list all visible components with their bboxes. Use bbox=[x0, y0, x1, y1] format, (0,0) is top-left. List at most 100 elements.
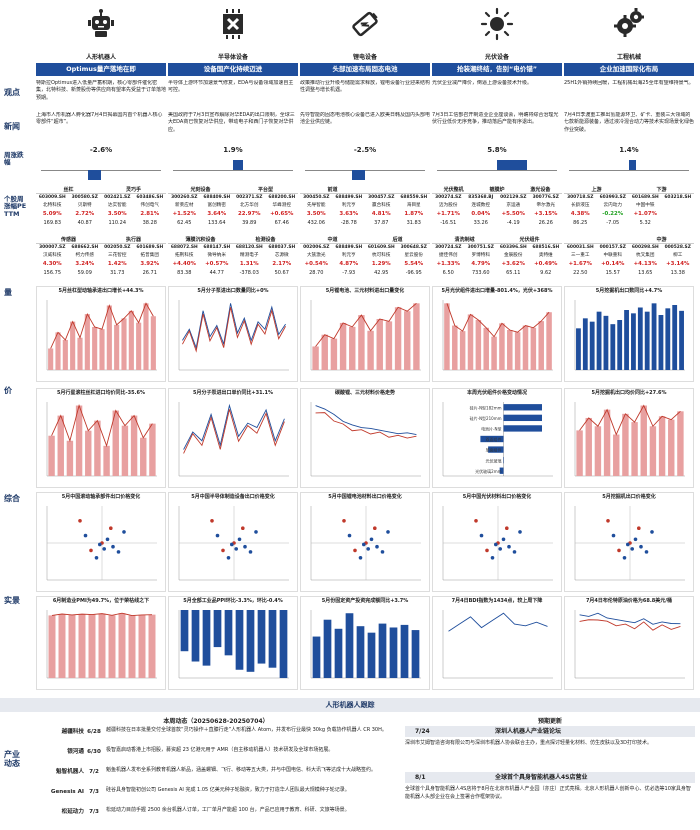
volume-chart: 5月挖掘机出口数同比+4.7% bbox=[564, 286, 694, 382]
stock-name[interactable]: 富创精密 bbox=[207, 203, 226, 208]
bar bbox=[522, 325, 529, 370]
stock-name[interactable] bbox=[662, 202, 694, 210]
stock-name[interactable]: 柳工 bbox=[673, 253, 683, 258]
stock-code[interactable]: 000157.SZ bbox=[599, 245, 626, 250]
stock-name[interactable]: 京运通 bbox=[506, 203, 521, 208]
stock-name[interactable]: 迈为股份 bbox=[439, 203, 458, 208]
stock-code[interactable]: 688499.SH bbox=[335, 245, 363, 250]
stock-code[interactable]: 688559.SH bbox=[400, 195, 428, 200]
stock-code[interactable]: 688516.SH bbox=[532, 245, 560, 250]
stock-name[interactable]: 奥特维 bbox=[538, 253, 553, 258]
bar bbox=[613, 434, 620, 476]
preview-event-title[interactable]: 深圳人机器人产业链论坛 bbox=[495, 728, 562, 735]
stock-name[interactable]: 华峰测控 bbox=[272, 203, 291, 208]
stock-name[interactable]: 云内动力 bbox=[603, 203, 622, 208]
stock-code[interactable]: 300724.SZ bbox=[435, 245, 462, 250]
stock-name[interactable]: 拓普集团 bbox=[140, 253, 159, 258]
stock-code[interactable]: 300751.SZ bbox=[467, 245, 494, 250]
stock-name[interactable]: 精测电子 bbox=[240, 253, 259, 258]
stock-code[interactable]: 600031.SH bbox=[566, 245, 594, 250]
stock-name[interactable]: 罗博特科 bbox=[471, 253, 490, 258]
stock-name[interactable]: 海目星 bbox=[406, 203, 421, 208]
dynamics-company[interactable]: 银河通 bbox=[67, 749, 84, 755]
stock-code[interactable]: 300457.SZ bbox=[368, 195, 395, 200]
dynamics-company[interactable]: 松延动力 bbox=[61, 809, 84, 815]
stock-name[interactable]: 达实智能 bbox=[108, 203, 127, 208]
dynamics-company[interactable]: 魁智机器人 bbox=[56, 769, 84, 775]
sector-column: 光伏设备 抢装潮终结，告别“电价锚” 光伏企业减产降价，倒逼上游设备技术升级。 7月3… bbox=[432, 0, 562, 690]
stock-code[interactable]: 601689.SH bbox=[631, 195, 659, 200]
stock-code[interactable]: 300648.SZ bbox=[400, 245, 427, 250]
stock-name[interactable]: 中联重科 bbox=[603, 253, 622, 258]
stock-subgroup-label: 光伏整机 bbox=[443, 187, 464, 193]
stock-code[interactable]: 688147.SH bbox=[203, 245, 231, 250]
stock-code[interactable]: 600298.SH bbox=[631, 245, 659, 250]
stock-code[interactable]: 002421.SZ bbox=[104, 195, 131, 200]
stock-name[interactable]: 北方华创 bbox=[240, 203, 259, 208]
stock-names: 大族激光 利元亨 杭可科技 星云股份 bbox=[300, 252, 430, 260]
stock-code[interactable]: 688409.SH bbox=[203, 195, 231, 200]
stock-name[interactable]: 贝斯特 bbox=[77, 203, 92, 208]
stock-code[interactable]: 835368.BJ bbox=[468, 195, 494, 200]
stock-code[interactable]: 688662.SH bbox=[71, 245, 99, 250]
stock-name[interactable]: 新莱应材 bbox=[175, 203, 194, 208]
scatter-point bbox=[622, 556, 627, 560]
stock-name[interactable]: 星云股份 bbox=[404, 253, 423, 258]
stock-code[interactable]: 688120.SH bbox=[235, 245, 263, 250]
stock-name[interactable]: 先导智能 bbox=[307, 203, 326, 208]
robot-icon bbox=[81, 4, 121, 44]
stock-name[interactable]: 微导纳米 bbox=[207, 253, 226, 258]
dynamics-company[interactable]: 越疆科技 bbox=[61, 729, 84, 735]
stock-name[interactable]: 赢合科技 bbox=[372, 203, 391, 208]
stock-code[interactable]: 000528.SZ bbox=[664, 245, 691, 250]
stock-name[interactable]: 拓荆科技 bbox=[175, 253, 194, 258]
stock-name[interactable]: 金辰股份 bbox=[504, 253, 523, 258]
stock-name[interactable]: 利元亨 bbox=[341, 253, 356, 258]
stock-name[interactable]: 帝尔激光 bbox=[536, 203, 555, 208]
stock-code[interactable]: 300007.SZ bbox=[39, 245, 66, 250]
stock-name[interactable]: 大族激光 bbox=[307, 253, 326, 258]
stock-name[interactable]: 三一重工 bbox=[571, 253, 590, 258]
stock-name[interactable]: 芯源微 bbox=[274, 253, 289, 258]
stock-code[interactable]: 300450.SZ bbox=[303, 195, 330, 200]
stock-code[interactable]: 601609.SH bbox=[367, 245, 395, 250]
stock-code[interactable]: 688499.SH bbox=[335, 195, 363, 200]
stock-subgroup-label: 前道 bbox=[327, 187, 338, 193]
stock-name[interactable]: 捷佳伟创 bbox=[439, 253, 458, 258]
sector-news: 7月3日工信部召开制造业企业座谈会，明确将综合治理光伏行业低价无序竞争，推动落后… bbox=[432, 112, 559, 126]
stock-name[interactable]: 北特科技 bbox=[43, 203, 62, 208]
preview-event-title[interactable]: 全球首个具身智能机器人4S店营业 bbox=[495, 774, 588, 781]
stock-code[interactable]: 603993.SZ bbox=[599, 195, 626, 200]
stock-code[interactable]: 603486.SH bbox=[136, 195, 164, 200]
stock-code[interactable]: 603218.SH bbox=[664, 195, 692, 200]
stock-code[interactable]: 300718.SZ bbox=[567, 195, 594, 200]
stock-code[interactable]: 603396.SH bbox=[499, 245, 527, 250]
stock-name[interactable]: 利元亨 bbox=[341, 203, 356, 208]
stock-name[interactable]: 伟创电气 bbox=[140, 203, 159, 208]
stock-name[interactable]: 汉威科技 bbox=[43, 253, 62, 258]
stock-code[interactable]: 300776.SZ bbox=[532, 195, 559, 200]
stock-code[interactable]: 688200.SH bbox=[268, 195, 296, 200]
stock-name[interactable]: 连城数控 bbox=[471, 203, 490, 208]
stock-code[interactable]: 688072.SH bbox=[170, 245, 198, 250]
stock-code[interactable]: 300260.SZ bbox=[171, 195, 198, 200]
stock-code[interactable]: 601689.SH bbox=[136, 245, 164, 250]
stock-name[interactable]: 三花智控 bbox=[108, 253, 127, 258]
scatter-point bbox=[102, 547, 106, 551]
stock-name[interactable]: 中国中铁 bbox=[636, 203, 655, 208]
stock-code[interactable]: 603009.SH bbox=[38, 195, 66, 200]
stock-code[interactable]: 002371.SZ bbox=[236, 195, 263, 200]
stock-code[interactable]: 002050.SZ bbox=[104, 245, 131, 250]
stock-name[interactable]: 长龄液压 bbox=[571, 203, 590, 208]
stock-name[interactable]: 柯力传感 bbox=[75, 253, 94, 258]
dynamics-company[interactable]: Genesis AI bbox=[50, 789, 84, 795]
row-label-news: 新闻 bbox=[4, 122, 20, 131]
stock-code[interactable]: 300274.SZ bbox=[435, 195, 462, 200]
stock-name[interactable]: 杭叉集团 bbox=[636, 253, 655, 258]
stock-name[interactable]: 杭可科技 bbox=[372, 253, 391, 258]
stock-code[interactable]: 002006.SZ bbox=[303, 245, 330, 250]
scatter-point bbox=[498, 547, 502, 551]
stock-code[interactable]: 002129.SZ bbox=[500, 195, 527, 200]
stock-code[interactable]: 688037.SH bbox=[268, 245, 296, 250]
stock-code[interactable]: 300580.SZ bbox=[71, 195, 98, 200]
